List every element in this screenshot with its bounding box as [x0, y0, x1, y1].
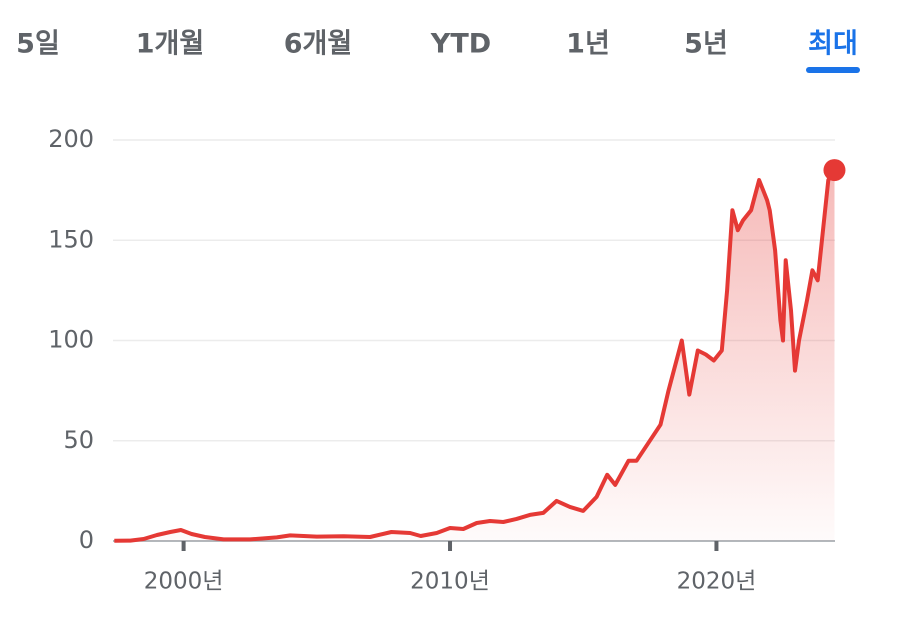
chart: 0 50 100 150 200 2000년 2010년 2020년 — [48, 125, 846, 595]
tab[interactable]: 6개월 — [284, 29, 352, 60]
price-line — [114, 169, 837, 543]
x-tick-label: 2020년 — [677, 569, 757, 595]
tab[interactable]: YTD — [430, 29, 491, 60]
y-tick-label: 150 — [48, 225, 94, 253]
tab[interactable]: 1년 — [566, 29, 610, 60]
area-fill — [114, 170, 835, 541]
x-tick-label: 2010년 — [410, 569, 490, 595]
tab[interactable]: 5년 — [684, 29, 728, 60]
current-point — [823, 159, 846, 182]
x-tick-label: 2000년 — [144, 569, 224, 595]
y-tick-label: 200 — [48, 125, 94, 153]
tab[interactable]: 5일 — [16, 29, 60, 60]
y-tick-label: 50 — [63, 426, 94, 454]
tab-indicator — [806, 67, 860, 73]
tab[interactable]: 1개월 — [136, 29, 204, 60]
y-tick-label: 0 — [79, 526, 94, 554]
tab[interactable]: 최대 — [808, 29, 858, 60]
tab-bar: 5일 1개월 6개월 YTD 1년 5년 최대 — [16, 29, 860, 73]
y-tick-label: 100 — [48, 326, 94, 354]
